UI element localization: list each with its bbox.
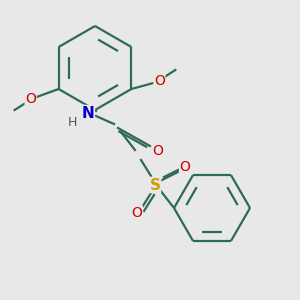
Text: O: O	[25, 92, 36, 106]
Text: O: O	[132, 206, 142, 220]
Text: O: O	[153, 144, 164, 158]
Text: S: S	[149, 178, 161, 193]
Text: O: O	[180, 160, 190, 174]
Text: H: H	[67, 116, 77, 128]
Text: O: O	[154, 74, 165, 88]
Text: N: N	[82, 106, 94, 121]
